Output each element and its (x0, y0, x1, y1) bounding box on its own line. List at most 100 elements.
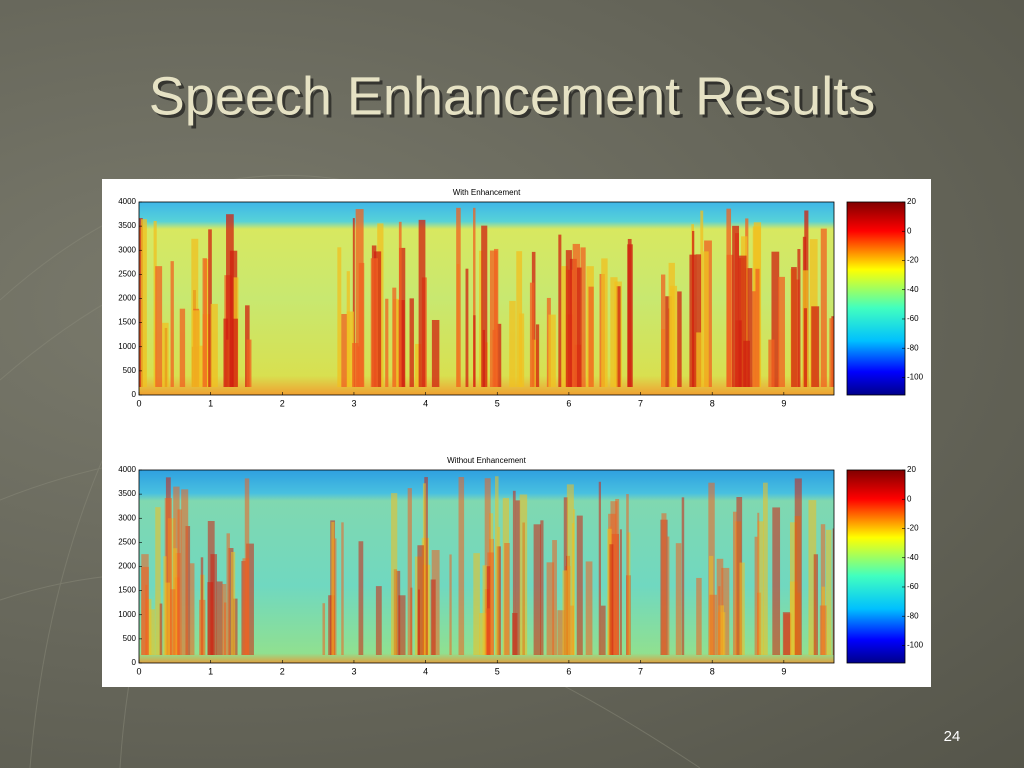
spectral-band (141, 554, 149, 655)
spectral-band (797, 249, 801, 387)
spectral-band (700, 210, 704, 387)
colorbar-tick-label: 20 (907, 197, 916, 206)
x-tick-label: 2 (280, 666, 285, 676)
spectral-band (681, 497, 685, 655)
spectral-band (533, 524, 541, 655)
spectral-band (222, 583, 227, 655)
spectral-band (808, 500, 817, 655)
spectral-band (718, 605, 725, 655)
spectral-band (207, 582, 214, 655)
colorbar-tick-label: 0 (907, 494, 912, 503)
spectral-band (223, 318, 229, 387)
spectral-band (726, 254, 734, 387)
spectral-band (588, 286, 594, 387)
spectral-band (358, 541, 364, 655)
spectral-band (493, 248, 499, 387)
spectral-band (762, 482, 768, 655)
spectral-band (509, 300, 516, 387)
spectral-band (352, 218, 355, 387)
spectral-band (562, 570, 568, 655)
spectral-band (573, 509, 576, 655)
spectral-band (482, 565, 487, 655)
spectral-band (449, 554, 452, 655)
y-tick-label: 0 (132, 658, 137, 667)
spectral-band (803, 308, 808, 387)
colorbar-tick-label: -80 (907, 343, 919, 352)
spectral-band (465, 268, 469, 387)
colorbar-tick-label: -20 (907, 256, 919, 265)
spectral-band (732, 511, 737, 655)
colorbar-tick-label: -40 (907, 553, 919, 562)
spectral-band (496, 546, 501, 655)
spectral-band (422, 483, 426, 655)
spectral-band (609, 544, 614, 655)
x-tick-label: 8 (710, 666, 715, 676)
spectral-band (246, 339, 252, 387)
spectral-band (179, 308, 186, 387)
colorbar-tick-label: -100 (907, 373, 924, 382)
colorbar (846, 201, 906, 396)
spectral-band (148, 609, 155, 655)
spectral-band (496, 323, 502, 387)
spectral-band (481, 225, 488, 387)
spectral-band (811, 306, 820, 387)
spectral-band (772, 507, 781, 655)
spectral-band (552, 540, 557, 655)
spectral-band (231, 318, 238, 387)
spectrogram (139, 202, 834, 395)
spectral-band (778, 276, 785, 387)
spectral-band (407, 488, 412, 655)
spectral-band (540, 520, 544, 655)
spectral-band (546, 562, 555, 655)
spectral-band (677, 291, 682, 387)
spectral-band (430, 579, 436, 655)
spectral-band (341, 522, 344, 655)
spectral-band (458, 477, 465, 655)
spectral-band (598, 481, 601, 655)
spectral-band (572, 243, 580, 387)
page-number: 24 (944, 728, 961, 745)
spectral-band (755, 268, 760, 387)
spectral-band (153, 220, 157, 387)
spectral-band (246, 543, 254, 655)
spectral-band (170, 589, 176, 655)
spectral-band (794, 478, 802, 655)
x-tick-label: 3 (351, 666, 356, 676)
spectral-band (813, 554, 819, 655)
spectral-band (415, 343, 422, 387)
y-tick-label: 1500 (118, 318, 136, 327)
spectral-band (417, 545, 424, 655)
x-tick-label: 7 (638, 666, 643, 676)
y-tick-label: 1000 (118, 610, 136, 619)
slide-title: Speech Enhancement Results (149, 66, 875, 126)
spectral-band (346, 311, 355, 387)
x-tick-label: 0 (136, 666, 141, 676)
spectral-band (398, 595, 406, 655)
spectral-band (771, 251, 780, 387)
x-tick-label: 2 (280, 398, 285, 408)
spectral-band (197, 345, 204, 387)
colorbar-tick-label: -80 (907, 611, 919, 620)
spectral-band (456, 207, 461, 387)
y-tick-label: 2500 (118, 269, 136, 278)
spectral-band (473, 553, 480, 655)
spectral-band (512, 490, 516, 655)
spectral-band (580, 247, 586, 387)
colorbar-tick-label: 0 (907, 226, 912, 235)
spectral-band (391, 493, 398, 655)
spectral-band (231, 551, 236, 655)
x-tick-label: 4 (423, 666, 428, 676)
spectral-band (424, 477, 428, 655)
spectral-band (485, 608, 491, 655)
spectral-band (226, 214, 234, 387)
spectral-band (395, 570, 401, 655)
x-tick-label: 6 (566, 398, 571, 408)
x-tick-label: 5 (495, 666, 500, 676)
y-tick-label: 2000 (118, 294, 136, 303)
spectral-band (322, 603, 326, 655)
colorbar-tick-label: -60 (907, 582, 919, 591)
spectral-band (489, 250, 498, 387)
y-tick-label: 3000 (118, 513, 136, 522)
y-tick-label: 1000 (118, 342, 136, 351)
